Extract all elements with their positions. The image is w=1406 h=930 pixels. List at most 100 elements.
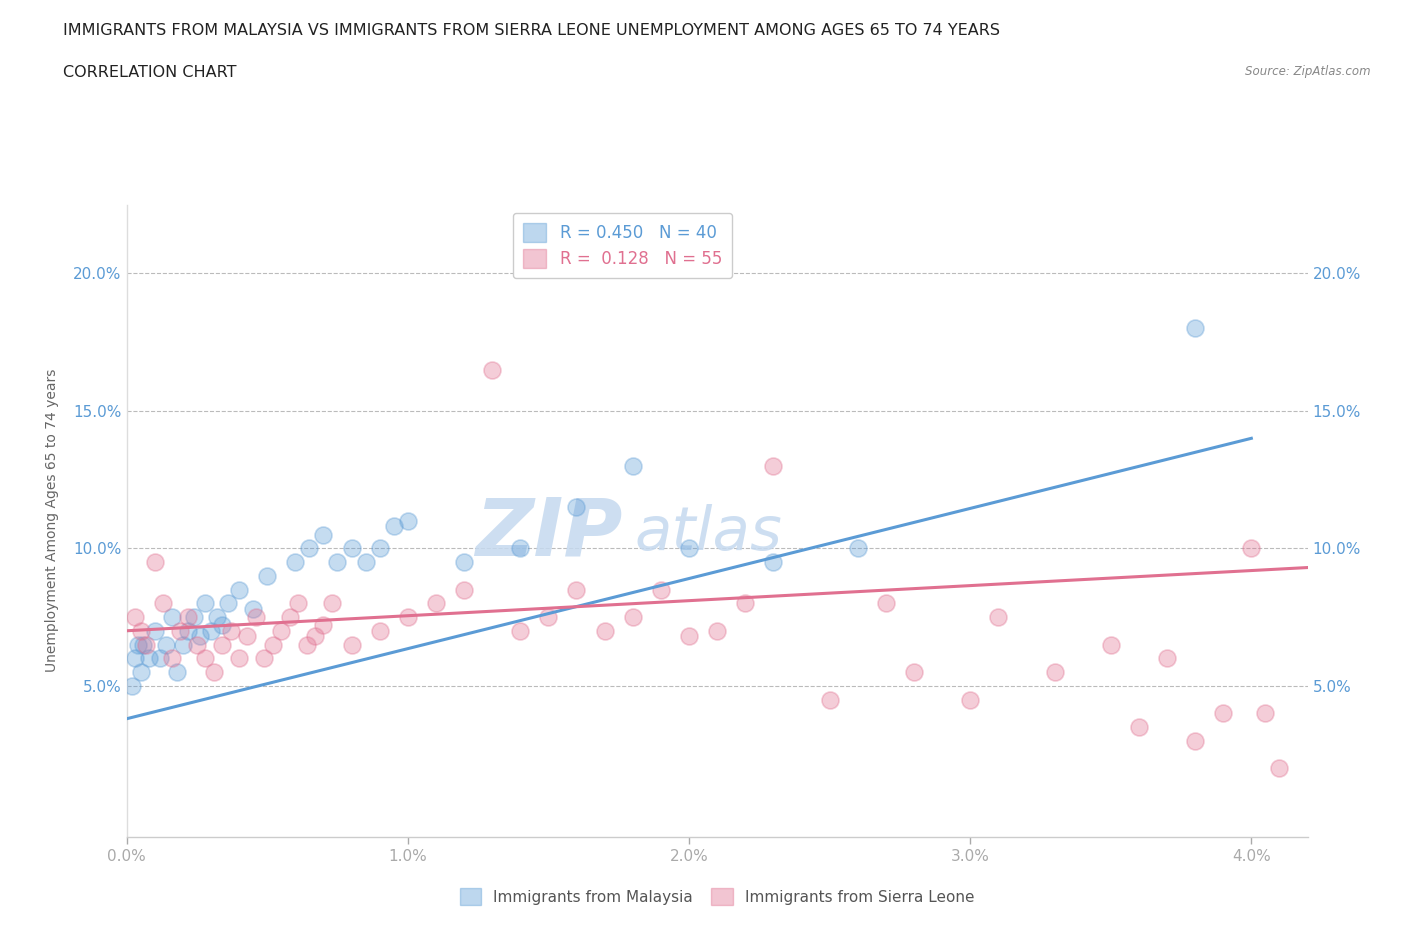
Point (143, 554, 166, 569)
Point (565, 582, 588, 597)
Point (295, 637, 318, 652)
Point (1184, 321, 1206, 336)
Point (278, 609, 301, 624)
Point (262, 637, 284, 652)
Point (1268, 761, 1291, 776)
Point (509, 541, 531, 556)
Point (245, 609, 267, 624)
Point (875, 596, 897, 611)
Point (253, 651, 276, 666)
Point (650, 582, 672, 597)
Point (135, 637, 157, 652)
Point (143, 623, 166, 638)
Point (177, 623, 200, 638)
Point (903, 665, 925, 680)
Point (762, 458, 785, 473)
Point (160, 651, 183, 666)
Point (453, 554, 475, 569)
Point (124, 651, 146, 666)
Point (304, 629, 326, 644)
Point (678, 541, 700, 556)
Point (959, 692, 981, 707)
Point (368, 541, 391, 556)
Point (340, 637, 363, 652)
Point (270, 623, 292, 638)
Point (132, 637, 155, 652)
Point (228, 582, 250, 597)
Point (621, 609, 644, 624)
Point (205, 609, 228, 624)
Point (177, 609, 200, 624)
Point (188, 629, 211, 644)
Point (211, 618, 233, 632)
Point (124, 609, 146, 624)
Point (537, 609, 560, 624)
Point (152, 596, 174, 611)
Text: ZIP: ZIP (475, 495, 623, 573)
Point (1240, 541, 1263, 556)
Point (228, 651, 250, 666)
Point (155, 637, 177, 652)
Point (129, 623, 152, 638)
Point (149, 651, 172, 666)
Point (762, 554, 785, 569)
Point (194, 596, 217, 611)
Point (312, 527, 335, 542)
Point (129, 665, 152, 680)
Point (127, 637, 149, 652)
Point (1184, 734, 1206, 749)
Point (121, 678, 143, 693)
Point (678, 629, 700, 644)
Point (172, 637, 194, 652)
Point (169, 623, 191, 638)
Y-axis label: Unemployment Among Ages 65 to 74 years: Unemployment Among Ages 65 to 74 years (45, 369, 59, 672)
Point (818, 692, 841, 707)
Point (236, 629, 259, 644)
Point (846, 541, 869, 556)
Point (217, 596, 239, 611)
Point (396, 513, 419, 528)
Point (284, 554, 307, 569)
Point (287, 596, 309, 611)
Point (326, 554, 349, 569)
Legend: Immigrants from Malaysia, Immigrants from Sierra Leone: Immigrants from Malaysia, Immigrants fro… (454, 882, 980, 911)
Point (453, 582, 475, 597)
Text: CORRELATION CHART: CORRELATION CHART (63, 65, 236, 80)
Point (987, 609, 1010, 624)
Point (183, 609, 205, 624)
Point (298, 541, 321, 556)
Point (312, 618, 335, 632)
Point (396, 609, 419, 624)
Point (481, 362, 503, 377)
Point (706, 623, 728, 638)
Point (1254, 706, 1277, 721)
Point (200, 623, 222, 638)
Point (194, 651, 217, 666)
Point (160, 609, 183, 624)
Point (219, 623, 242, 638)
Point (1099, 637, 1122, 652)
Point (382, 519, 405, 534)
Point (425, 596, 447, 611)
Point (1128, 720, 1150, 735)
Point (202, 665, 225, 680)
Point (593, 623, 616, 638)
Text: atlas: atlas (634, 504, 782, 563)
Text: IMMIGRANTS FROM MALAYSIA VS IMMIGRANTS FROM SIERRA LEONE UNEMPLOYMENT AMONG AGES: IMMIGRANTS FROM MALAYSIA VS IMMIGRANTS F… (63, 23, 1000, 38)
Point (166, 665, 188, 680)
Text: Source: ZipAtlas.com: Source: ZipAtlas.com (1246, 65, 1371, 78)
Point (321, 596, 343, 611)
Point (509, 623, 531, 638)
Point (734, 596, 756, 611)
Point (368, 623, 391, 638)
Point (621, 458, 644, 473)
Point (256, 568, 278, 583)
Point (1212, 706, 1234, 721)
Point (1043, 665, 1066, 680)
Point (138, 651, 160, 666)
Point (565, 499, 588, 514)
Point (186, 637, 208, 652)
Point (242, 602, 264, 617)
Point (1156, 651, 1178, 666)
Point (211, 637, 233, 652)
